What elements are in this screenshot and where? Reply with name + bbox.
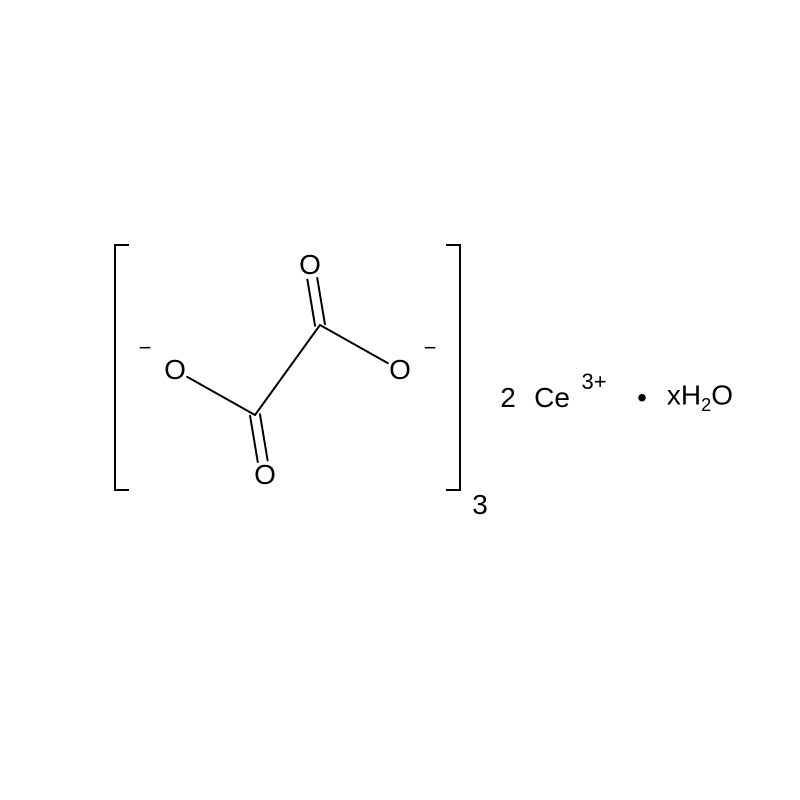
atom-O-bottomcenter: O <box>254 461 276 489</box>
cation-count: 2 <box>500 384 516 412</box>
cation-symbol: Ce <box>534 384 570 412</box>
atom-O-right: O <box>389 356 411 384</box>
molecule-canvas: { "canvas": { "width": 800, "height": 80… <box>0 0 800 800</box>
charge-left-minus: − <box>139 337 152 359</box>
bracket-subscript: 3 <box>472 491 488 519</box>
cation-charge: 3+ <box>581 371 606 393</box>
hydrate-dot: • <box>637 384 647 412</box>
charge-right-minus: − <box>424 337 437 359</box>
hydrate-formula: xH2O <box>667 382 733 415</box>
atom-O-left: O <box>164 356 186 384</box>
atom-O-topcenter: O <box>299 251 321 279</box>
